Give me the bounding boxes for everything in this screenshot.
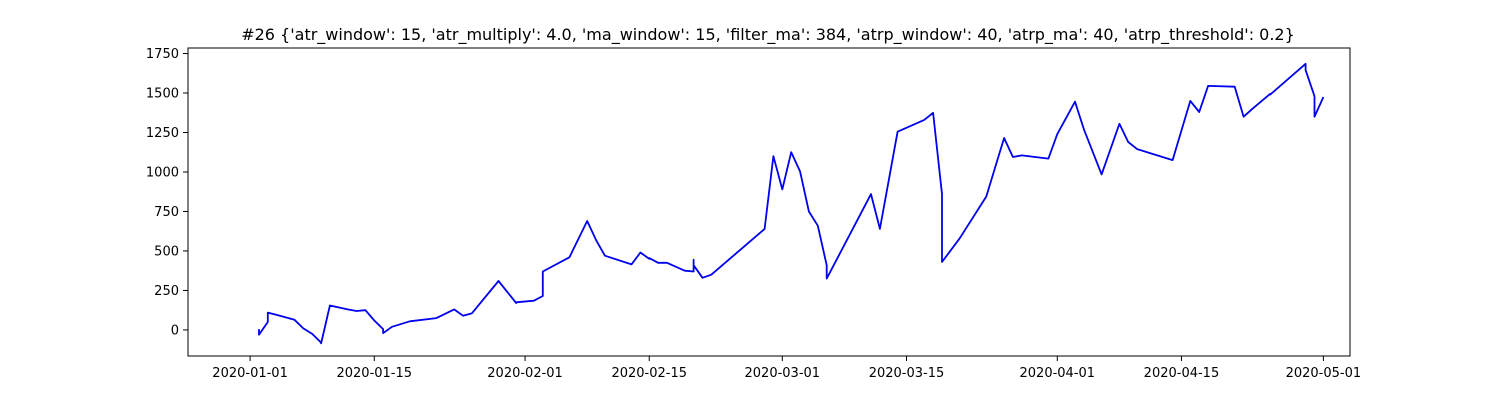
y-axis: 0 250 500 750 1000 1250 1500 1750	[146, 47, 188, 338]
y-tick-label: 0	[171, 323, 179, 338]
x-tick-label: 2020-04-01	[1020, 366, 1096, 381]
chart-title: #26 {'atr_window': 15, 'atr_multiply': 4…	[241, 25, 1295, 45]
y-tick-label: 750	[154, 205, 179, 220]
x-tick-label: 2020-05-01	[1286, 366, 1362, 381]
y-tick-label: 500	[154, 244, 179, 259]
axes-frame	[187, 47, 1351, 357]
plot-area	[258, 62, 1325, 345]
x-tick-label: 2020-04-15	[1144, 366, 1220, 381]
x-tick-label: 2020-02-15	[611, 366, 687, 381]
y-tick-label: 250	[154, 284, 179, 299]
y-tick-label: 1750	[146, 47, 179, 62]
x-tick-label: 2020-03-01	[745, 366, 821, 381]
y-tick-label: 1000	[146, 165, 179, 180]
x-tick-label: 2020-01-01	[212, 366, 288, 381]
y-tick-label: 1250	[146, 126, 179, 141]
x-tick-label: 2020-03-15	[869, 366, 945, 381]
x-tick-label: 2020-02-01	[487, 366, 563, 381]
y-tick-label: 1500	[146, 87, 179, 102]
x-axis: 2020-01-01 2020-01-15 2020-02-01 2020-02-15…	[212, 356, 1361, 381]
series-line	[258, 62, 1325, 345]
x-tick-label: 2020-01-15	[336, 366, 412, 381]
